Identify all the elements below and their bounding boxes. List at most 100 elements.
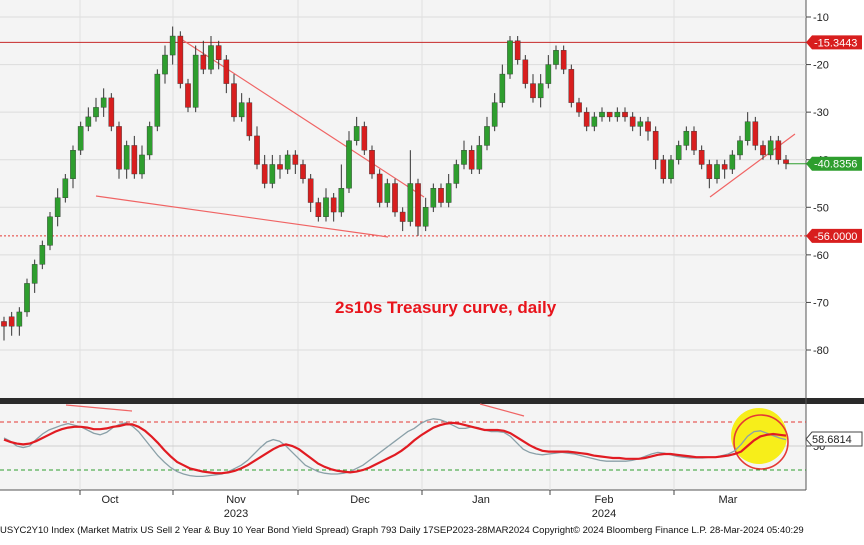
price-tag-1 <box>806 156 862 171</box>
candle-body <box>315 202 322 217</box>
axis-background <box>806 0 864 490</box>
main-panel-background <box>0 0 806 398</box>
price-tags: -15.3443 -40.8356 -56.0000 <box>806 35 862 243</box>
candle-body <box>261 164 268 184</box>
price-tag-label: -15.3443 <box>814 37 857 49</box>
candle-body <box>93 107 99 118</box>
chart-annotation: 2s10s Treasury curve, daily <box>335 298 557 317</box>
x-axis-labels: Oct Nov Dec Jan Feb Mar 2023 2024 <box>101 494 737 520</box>
price-tag-2 <box>806 228 862 243</box>
gridlines <box>0 0 806 495</box>
x-month-label: Oct <box>101 494 118 506</box>
candle-body <box>453 164 460 184</box>
candle-body <box>47 216 53 246</box>
candle-body <box>177 35 184 84</box>
candle-body <box>185 83 191 108</box>
candle-body <box>660 159 667 179</box>
x-year-label: 2024 <box>592 508 616 520</box>
candle-body <box>139 154 145 175</box>
candle-body <box>637 121 644 127</box>
candle-body <box>292 154 299 165</box>
y-tick-label: -10 <box>813 12 829 24</box>
candle-body <box>438 188 444 203</box>
candle-body <box>123 145 130 170</box>
candle-body <box>54 197 61 217</box>
candle-body <box>330 197 337 213</box>
candle-body <box>530 83 536 99</box>
candle-body <box>553 50 559 65</box>
candle-body <box>284 154 291 170</box>
trendline-osc-jan <box>479 403 525 417</box>
candle-body <box>361 126 368 151</box>
candle-body <box>116 126 122 170</box>
candle-body <box>775 140 782 160</box>
footer-text: USYC2Y10 Index (Market Matrix US Sell 2 … <box>0 525 804 536</box>
candle-body <box>238 102 245 118</box>
candle-body <box>223 59 230 84</box>
candle-body <box>39 245 46 265</box>
y-tick-label: -60 <box>813 250 829 262</box>
candle-body <box>77 126 84 151</box>
candle-body <box>369 149 375 175</box>
trendline-osc-oct <box>65 404 133 412</box>
candle-body <box>683 130 690 146</box>
candle-body <box>698 149 705 165</box>
candle-body <box>583 111 590 127</box>
candle-body <box>591 116 598 127</box>
candle-body <box>407 183 414 222</box>
candle-body <box>606 111 613 118</box>
candles <box>1 26 789 341</box>
x-month-label: Nov <box>226 494 246 506</box>
candle-body <box>522 59 529 84</box>
candle-body <box>484 126 490 146</box>
highlight-circle-red <box>733 414 789 470</box>
y-tick-label: -50 <box>813 202 829 214</box>
candle-body <box>146 126 153 156</box>
candle-body <box>614 111 621 118</box>
candle-body <box>231 83 237 118</box>
osc-series-1 <box>3 418 787 478</box>
candle-body <box>599 111 605 118</box>
candle-body <box>499 73 506 103</box>
y-tick-label: -80 <box>813 345 829 357</box>
candle-body <box>783 159 789 164</box>
candle-body <box>491 102 498 127</box>
candle-body <box>629 116 636 127</box>
candle-body <box>246 102 253 137</box>
panel-divider <box>0 398 864 404</box>
candle-body <box>668 159 674 179</box>
candle-body <box>415 183 421 227</box>
candle-body <box>85 116 92 127</box>
price-tag-0 <box>806 35 862 50</box>
candle-body <box>307 178 314 203</box>
candle-body <box>461 149 467 165</box>
y-tick-label: -70 <box>813 297 829 309</box>
x-month-label: Dec <box>350 494 370 506</box>
candle-body <box>468 149 475 170</box>
candle-body <box>169 35 176 56</box>
oscillator-levels <box>0 421 806 471</box>
candle-body <box>399 211 406 222</box>
candle-body <box>192 54 199 108</box>
price-tag-label: -40.8356 <box>814 159 857 171</box>
candle-body <box>714 164 720 179</box>
candle-body <box>622 111 628 118</box>
candle-body <box>338 188 345 213</box>
candle-body <box>675 145 682 160</box>
candle-body <box>162 54 168 75</box>
candle-body <box>277 164 283 170</box>
reference-lines <box>0 41 806 237</box>
candle-body <box>100 97 107 108</box>
candle-body <box>706 164 713 179</box>
candle-body <box>300 164 306 179</box>
candle-body <box>691 130 697 151</box>
candle-body <box>24 283 30 313</box>
candle-body <box>767 140 774 156</box>
candle-body <box>560 50 567 70</box>
price-tag-label: -56.0000 <box>814 231 857 243</box>
candle-body <box>576 102 582 113</box>
candle-body <box>392 183 398 213</box>
candle-body <box>346 140 352 189</box>
candle-body <box>70 149 76 179</box>
